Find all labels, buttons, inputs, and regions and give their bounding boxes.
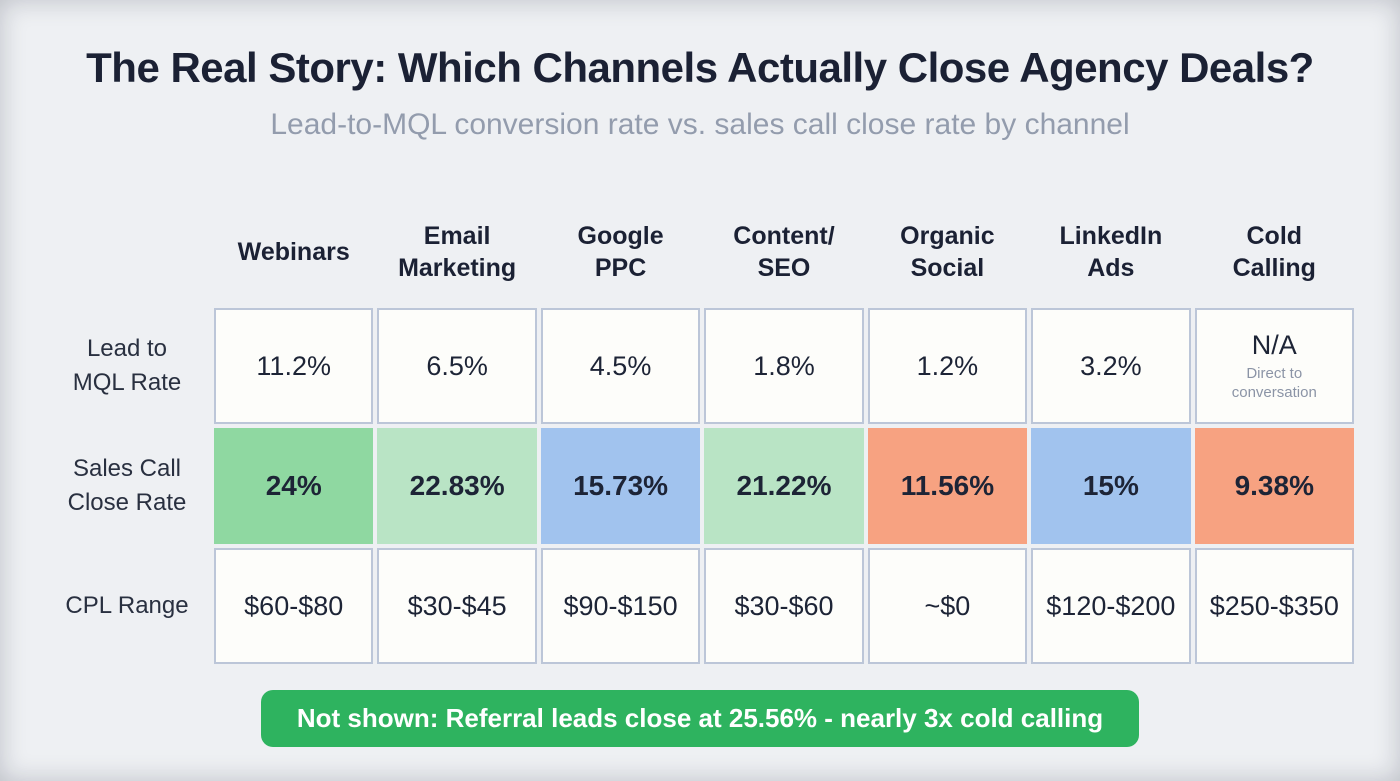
cell-value: $90-$150 [563, 590, 678, 621]
cell-cpl-webinars: $60-$80 [214, 548, 374, 664]
cell-close-rate-content-seo: 21.22% [704, 428, 864, 544]
cell-close-rate-email-marketing: 22.83% [377, 428, 537, 544]
cell-value: 11.56% [900, 470, 995, 501]
cell-cpl-linkedin-ads: $120-$200 [1031, 548, 1191, 664]
column-header-content-seo: Content/ SEO [733, 221, 835, 283]
cell-cpl-organic-social: ~$0 [867, 548, 1028, 664]
cell-mql-email-marketing: 6.5% [377, 308, 537, 424]
cell-value: 15.73% [573, 470, 669, 501]
cell-cpl-cold-calling: $250-$350 [1194, 548, 1354, 664]
cell-mql-webinars: 11.2% [214, 308, 374, 424]
cell-close-rate-linkedin-ads: 15% [1031, 428, 1191, 544]
cell-value: 1.8% [753, 350, 815, 381]
cell-mql-google-ppc: 4.5% [540, 308, 701, 424]
cell-mql-cold-calling: N/A Direct to conversation [1194, 308, 1354, 424]
channel-comparison-table: Webinars Email Marketing Google PPC Cont… [44, 200, 1354, 664]
referral-callout-banner: Not shown: Referral leads close at 25.56… [260, 690, 1140, 747]
cell-value: $30-$60 [734, 590, 834, 621]
column-header-organic-social: Organic Social [900, 221, 995, 283]
cell-mql-organic-social: 1.2% [867, 308, 1028, 424]
cell-value: 22.83% [409, 470, 505, 501]
row-label-cpl-range: CPL Range [65, 592, 189, 620]
table-corner-spacer [44, 200, 210, 304]
cell-close-rate-cold-calling: 9.38% [1194, 428, 1354, 544]
cell-value: $30-$45 [407, 590, 507, 621]
cell-cpl-email-marketing: $30-$45 [377, 548, 537, 664]
cell-value: N/A [1251, 329, 1297, 360]
cell-value: ~$0 [924, 590, 971, 621]
cell-value: 1.2% [916, 350, 979, 381]
column-header-webinars: Webinars [237, 237, 350, 266]
page-title: The Real Story: Which Channels Actually … [86, 44, 1314, 91]
cell-value: 6.5% [426, 350, 488, 381]
column-header-email-marketing: Email Marketing [398, 221, 517, 283]
cell-value: 21.22% [736, 470, 832, 501]
cell-value: 24% [265, 470, 322, 501]
cell-value: 11.2% [256, 350, 331, 381]
page-subtitle: Lead-to-MQL conversion rate vs. sales ca… [270, 108, 1130, 141]
cell-value: 15% [1082, 470, 1139, 501]
cell-value: $250-$350 [1209, 590, 1339, 621]
cell-value: 9.38% [1234, 470, 1314, 501]
column-header-cold-calling: Cold Calling [1232, 221, 1316, 283]
column-header-google-ppc: Google PPC [577, 221, 664, 283]
cell-close-rate-webinars: 24% [214, 428, 374, 544]
cell-mql-linkedin-ads: 3.2% [1031, 308, 1191, 424]
cell-close-rate-organic-social: 11.56% [867, 428, 1028, 544]
row-label-lead-to-mql-rate: Lead to MQL Rate [72, 335, 182, 396]
cell-cpl-content-seo: $30-$60 [704, 548, 864, 664]
row-label-sales-call-close-rate: Sales Call Close Rate [67, 455, 187, 516]
na-note: Direct to conversation [1231, 364, 1317, 401]
cell-value: 4.5% [589, 350, 652, 381]
cell-value: 3.2% [1080, 350, 1142, 381]
cell-mql-content-seo: 1.8% [704, 308, 864, 424]
cell-value: $120-$200 [1046, 590, 1176, 621]
column-header-linkedin-ads: LinkedIn Ads [1059, 221, 1163, 283]
cell-cpl-google-ppc: $90-$150 [540, 548, 701, 664]
cell-close-rate-google-ppc: 15.73% [540, 428, 701, 544]
cell-value: $60-$80 [244, 590, 344, 621]
